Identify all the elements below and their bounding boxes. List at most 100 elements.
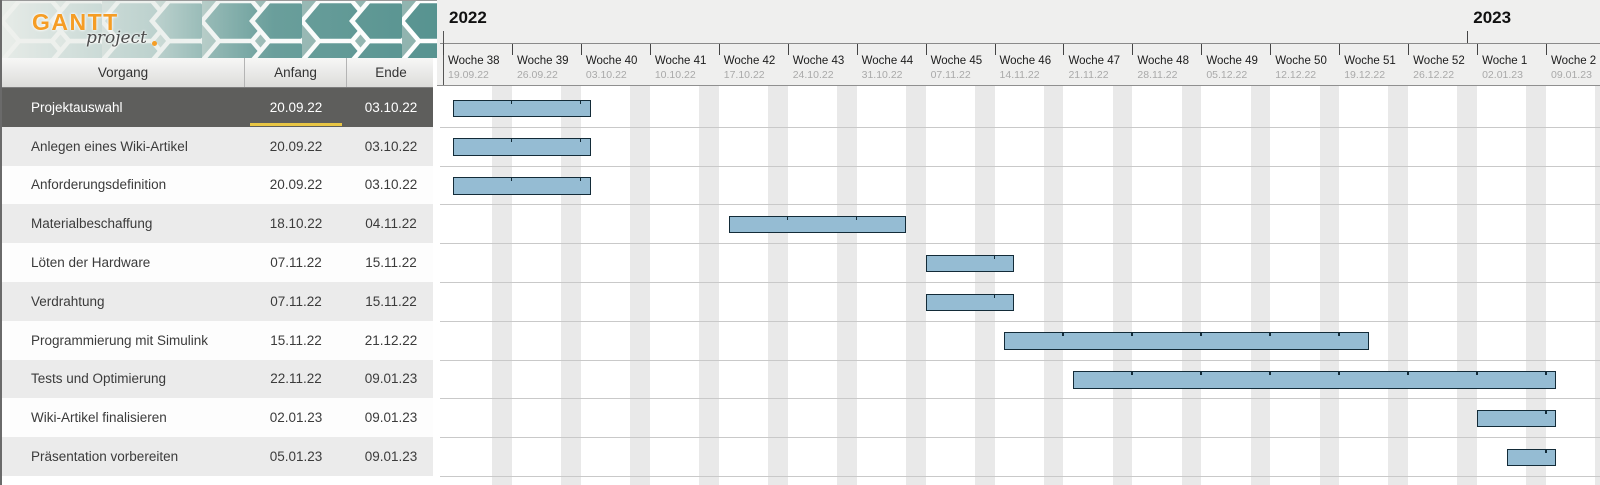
gantt-bar[interactable] [1073,371,1556,389]
task-end-cell[interactable]: 09.01.23 [364,449,418,465]
task-end-cell[interactable]: 03.10.22 [364,99,418,115]
week-start-date: 02.01.23 [1482,69,1523,81]
year-label: 2023 [1473,8,1512,27]
bar-week-notch [579,177,582,182]
week-label: Woche 42 [723,55,776,67]
bar-week-notch [855,215,858,220]
table-row[interactable]: Anforderungsdefinition 20.09.22 03.10.22 [2,165,435,205]
task-start-cell[interactable]: 20.09.22 [245,88,347,127]
task-end-cell[interactable]: 21.12.22 [364,332,418,348]
table-row[interactable]: Projektauswahl 20.09.22 03.10.22 [2,88,435,127]
task-start-cell[interactable]: 18.10.22 [269,216,323,232]
weekend-stripe [974,86,995,485]
timeline-header: 2022 2023 Woche 38 19.09.22 Woche 39 26.09.2… [437,0,1600,86]
column-header-anfang[interactable]: Anfang [245,58,347,87]
bar-week-notch [1131,371,1133,376]
week-label: Woche 41 [654,55,707,67]
column-header-ende[interactable]: Ende [375,65,407,80]
bar-week-notch [510,99,513,104]
week-start-date: 10.10.22 [654,69,696,81]
week-start-date: 19.09.22 [448,69,489,81]
task-name-cell[interactable]: Projektauswahl [31,99,123,115]
table-row[interactable]: Tests und Optimierung 22.11.22 09.01.23 [2,359,435,399]
week-tick [787,44,789,55]
chart-row-separator [440,126,1600,128]
weekend-stripe [699,86,719,485]
task-name-cell[interactable]: Programmierung mit Simulink [31,332,209,348]
gantt-bar[interactable] [1506,448,1556,467]
task-name-cell[interactable]: Löten der Hardware [31,255,151,271]
year-week-separator [440,43,1600,44]
task-start-cell[interactable]: 22.11.22 [270,371,322,387]
gantt-bar[interactable] [452,99,591,117]
task-end-cell[interactable]: 09.01.23 [364,371,418,387]
task-end-cell[interactable]: 09.01.23 [364,410,418,426]
logo-banner: GANTT project [2,0,439,58]
task-start-cell[interactable]: 15.11.22 [270,332,322,348]
gantt-bar[interactable] [452,138,591,156]
task-name-cell[interactable]: Präsentation vorbereiten [31,449,179,465]
task-end-cell[interactable]: 03.10.22 [364,177,418,193]
gantt-bar[interactable] [1477,409,1556,428]
gantt-bar[interactable] [452,177,591,195]
bar-week-notch [1200,332,1202,337]
bar-week-notch [1062,332,1064,337]
bar-week-notch [1476,371,1478,376]
task-name-cell[interactable]: Verdrahtung [31,293,105,309]
week-tick [856,44,858,55]
gantt-bar[interactable] [925,254,1015,273]
weekend-stripe [1457,86,1478,485]
table-row[interactable]: Präsentation vorbereiten 05.01.23 09.01.23 [2,437,435,476]
week-start-date: 07.11.22 [930,69,971,81]
week-tick [1408,44,1410,55]
week-start-date: 28.11.22 [1137,69,1178,81]
column-header-vorgang[interactable]: Vorgang [2,58,245,87]
task-end-cell[interactable]: 04.11.22 [365,216,417,232]
gantt-chart-area[interactable] [437,86,1600,485]
weekend-stripe [1595,86,1600,485]
task-start-cell[interactable]: 05.01.23 [269,449,323,465]
task-end-cell[interactable]: 03.10.22 [364,138,418,154]
week-label: Woche 1 [1482,55,1528,67]
week-tick [994,44,996,55]
task-name-cell[interactable]: Wiki-Artikel finalisieren [31,410,167,426]
task-start-cell[interactable]: 07.11.22 [270,255,322,271]
weekend-stripe [1181,86,1202,485]
table-row[interactable]: Wiki-Artikel finalisieren 02.01.23 09.01.2… [2,398,435,438]
chart-row-separator [440,320,1600,322]
bar-week-notch [1338,332,1340,337]
week-tick [1339,44,1341,55]
gantt-bar[interactable] [1004,332,1369,350]
task-start-cell[interactable]: 07.11.22 [270,293,322,309]
hexagon-pattern [2,1,439,58]
year-label: 2022 [449,8,487,27]
task-name-cell[interactable]: Anlegen eines Wiki-Artikel [31,138,188,154]
gantt-bar[interactable] [925,293,1015,311]
year-tick [1467,31,1469,43]
bar-week-notch [579,99,582,104]
task-name-cell[interactable]: Tests und Optimierung [31,371,167,387]
week-start-date: 31.10.22 [861,69,903,81]
task-start-cell[interactable]: 20.09.22 [269,138,323,154]
week-start-date: 26.09.22 [516,69,558,81]
chart-row-separator [440,204,1600,206]
task-start-cell[interactable]: 02.01.23 [269,410,323,426]
table-row[interactable]: Löten der Hardware 07.11.22 15.11.22 [2,243,435,282]
task-end-cell[interactable]: 15.11.22 [365,255,417,271]
gantt-bar[interactable] [728,215,906,234]
logo-project-text: project [86,28,147,48]
table-row[interactable]: Anlegen eines Wiki-Artikel 20.09.22 03.10.… [2,126,435,166]
chart-row-separator [440,282,1600,283]
selected-cell-underline [250,122,342,126]
week-tick [649,44,651,55]
gantt-chart-pane: 2022 2023 Woche 38 19.09.22 Woche 39 26.09.2… [437,0,1600,485]
table-row[interactable]: Materialbeschaffung 18.10.22 04.11.22 [2,204,435,244]
week-start-date: 03.10.22 [585,69,627,81]
task-end-cell[interactable]: 15.11.22 [365,293,417,309]
bar-week-notch [1269,371,1271,376]
task-start-cell[interactable]: 20.09.22 [269,177,323,193]
task-name-cell[interactable]: Materialbeschaffung [31,216,153,232]
table-row[interactable]: Verdrahtung 07.11.22 15.11.22 [2,282,435,321]
task-name-cell[interactable]: Anforderungsdefinition [31,177,167,193]
table-row[interactable]: Programmierung mit Simulink 15.11.22 21.12… [2,320,435,360]
